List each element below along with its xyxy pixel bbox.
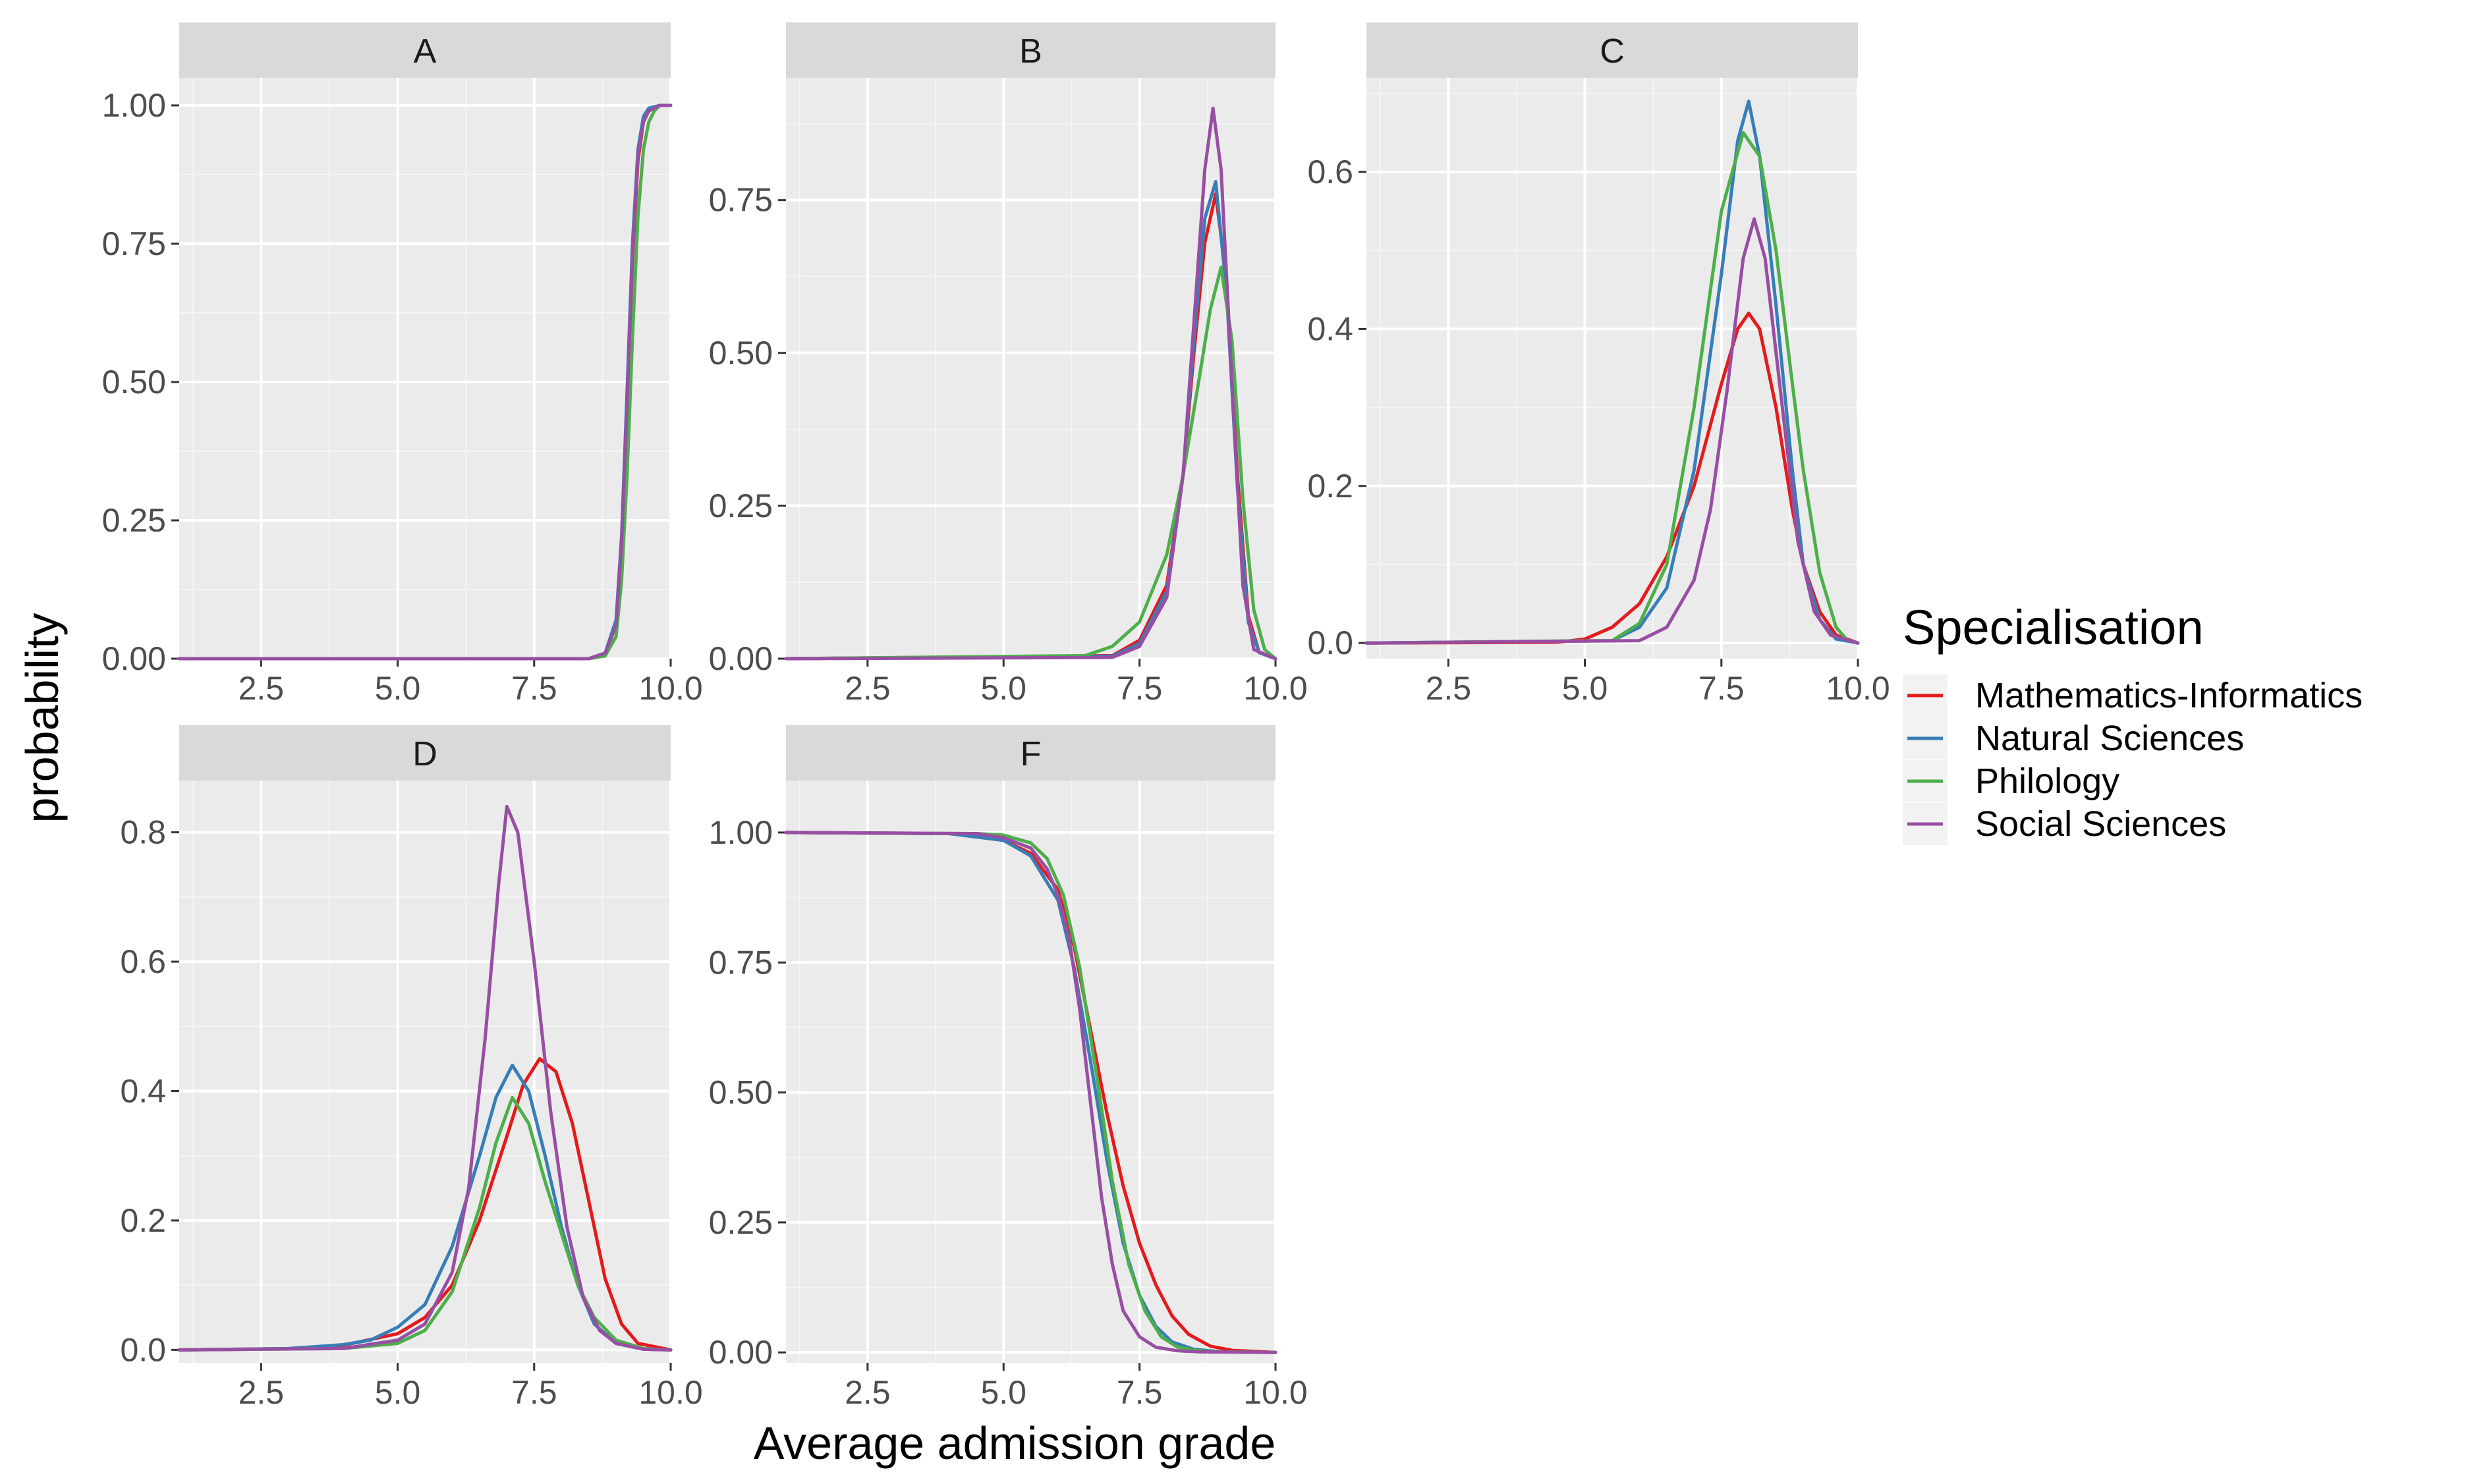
y-tick-label: 0.6 xyxy=(1307,153,1353,190)
x-tick-label: 5.0 xyxy=(375,1374,421,1411)
series-line-natural-sciences xyxy=(784,831,1277,1354)
x-tick-label: 2.5 xyxy=(1426,670,1472,707)
plot-background xyxy=(179,781,671,1363)
plot-background xyxy=(786,781,1276,1363)
series-line-philology xyxy=(784,831,1277,1354)
legend-label: Philology xyxy=(1975,761,2119,801)
legend-item: Philology xyxy=(1903,760,2119,802)
x-tick-label: 2.5 xyxy=(845,1374,891,1411)
x-tick-label: 5.0 xyxy=(980,1374,1026,1411)
y-tick-label: 1.00 xyxy=(102,87,166,124)
y-tick-label: 0.75 xyxy=(709,944,773,981)
x-tick-label: 10.0 xyxy=(638,1374,702,1411)
y-tick-label: 0.00 xyxy=(102,640,166,677)
y-tick-label: 0.00 xyxy=(709,1334,773,1371)
plot-background xyxy=(1366,78,1858,659)
y-tick-label: 0.0 xyxy=(120,1331,166,1368)
series-line-philology xyxy=(1364,130,1860,645)
series-line-philology xyxy=(177,1095,673,1352)
x-tick-label: 5.0 xyxy=(1562,670,1608,707)
y-tick-label: 0.25 xyxy=(102,502,166,539)
legend-item: Mathematics-Informatics xyxy=(1903,674,2363,717)
x-tick-label: 7.5 xyxy=(1698,670,1745,707)
x-tick-label: 10.0 xyxy=(1243,670,1307,707)
x-axis-title: Average admission grade xyxy=(754,1417,1276,1469)
legend-label: Natural Sciences xyxy=(1975,719,2244,758)
series-line-social-sciences xyxy=(177,103,673,661)
y-tick-label: 0.25 xyxy=(709,1204,773,1241)
facet-strip xyxy=(786,725,1276,781)
legend-item: Natural Sciences xyxy=(1903,717,2244,759)
y-tick-label: 0.75 xyxy=(102,225,166,262)
x-tick-label: 7.5 xyxy=(1117,1374,1163,1411)
legend-item: Social Sciences xyxy=(1903,803,2226,845)
series-line-social-sciences xyxy=(784,831,1277,1354)
y-tick-label: 1.00 xyxy=(709,814,773,851)
plot-background xyxy=(179,78,671,659)
y-tick-label: 0.6 xyxy=(120,943,166,980)
x-tick-label: 7.5 xyxy=(511,1374,557,1411)
legend-label: Mathematics-Informatics xyxy=(1975,676,2363,715)
panel-A: A 0.00 0.25 0.50 0.75 1.00 2.5 5.0 7.5 10.0 xyxy=(102,22,703,707)
y-tick-label: 0.50 xyxy=(709,335,773,371)
facet-label: C xyxy=(1600,32,1625,70)
panel-F: F 0.00 0.25 0.50 0.75 1.00 2.5 5.0 7.5 10.0 xyxy=(709,725,1308,1411)
x-tick-label: 5.0 xyxy=(375,670,421,707)
panel-C: C 0.0 0.2 0.4 0.6 2.5 5.0 7.5 10.0 xyxy=(1307,22,1890,707)
series-line-natural-sciences xyxy=(1364,99,1860,645)
y-tick-label: 0.8 xyxy=(120,814,166,851)
series-line-social-sciences xyxy=(1364,217,1860,645)
y-tick-label: 0.25 xyxy=(709,487,773,524)
y-tick-label: 0.50 xyxy=(102,364,166,400)
x-tick-label: 2.5 xyxy=(845,670,891,707)
facet-label: B xyxy=(1019,32,1042,70)
chart-panels: A 0.00 0.25 0.50 0.75 1.00 2.5 5.0 7.5 10.0 B 0.00 0… xyxy=(102,22,1890,1411)
panel-B: B 0.00 0.25 0.50 0.75 2.5 5.0 7.5 10.0 xyxy=(709,22,1308,707)
series-line-philology xyxy=(177,103,673,661)
x-tick-label: 7.5 xyxy=(1117,670,1163,707)
facet-strip xyxy=(786,22,1276,78)
legend-title: Specialisation xyxy=(1903,600,2204,655)
y-tick-label: 0.75 xyxy=(709,182,773,219)
facet-label: F xyxy=(1021,735,1042,773)
facet-strip xyxy=(1366,22,1858,78)
facet-label: A xyxy=(414,32,437,70)
facet-strip xyxy=(179,725,671,781)
facet-strip xyxy=(179,22,671,78)
facet-label: D xyxy=(412,735,437,773)
y-axis-title: probability xyxy=(16,613,68,823)
y-tick-label: 0.4 xyxy=(120,1072,166,1109)
legend: Specialisation Mathematics-Informatics Na… xyxy=(1903,600,2363,845)
y-tick-label: 0.2 xyxy=(1307,468,1353,505)
x-tick-label: 7.5 xyxy=(511,670,557,707)
y-tick-label: 0.2 xyxy=(120,1202,166,1239)
series-line-social-sciences xyxy=(177,804,673,1352)
y-tick-label: 0.00 xyxy=(709,640,773,677)
y-tick-label: 0.0 xyxy=(1307,624,1353,661)
x-tick-label: 10.0 xyxy=(1243,1374,1307,1411)
x-tick-label: 10.0 xyxy=(638,670,702,707)
y-tick-label: 0.50 xyxy=(709,1074,773,1111)
y-tick-label: 0.4 xyxy=(1307,310,1353,347)
x-tick-label: 5.0 xyxy=(980,670,1026,707)
series-line-philology xyxy=(784,265,1277,661)
x-tick-label: 2.5 xyxy=(238,670,285,707)
legend-label: Social Sciences xyxy=(1975,804,2226,844)
x-tick-label: 10.0 xyxy=(1826,670,1890,707)
x-tick-label: 2.5 xyxy=(238,1374,285,1411)
series-line-social-sciences xyxy=(784,106,1277,661)
panel-D: D 0.0 0.2 0.4 0.6 0.8 2.5 5.0 7.5 10.0 xyxy=(120,725,703,1411)
